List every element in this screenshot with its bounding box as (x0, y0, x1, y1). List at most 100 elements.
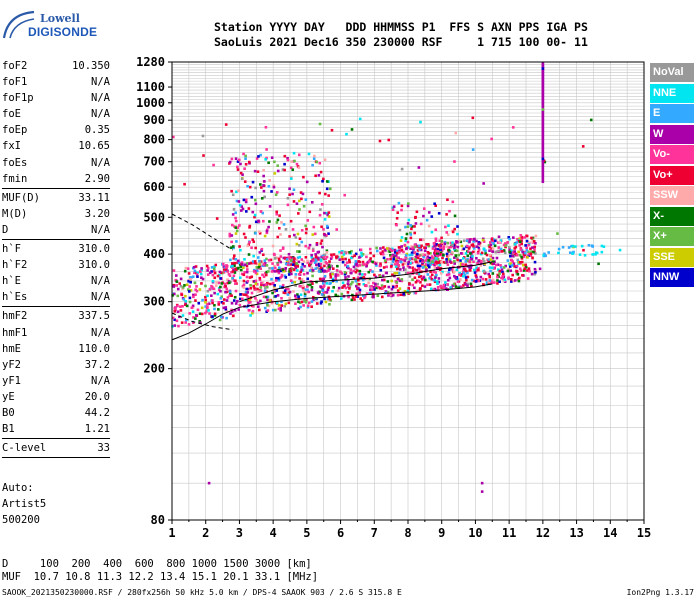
echo-point (213, 291, 216, 295)
echo-point (189, 289, 193, 292)
echo-point (418, 267, 421, 271)
echo-point (356, 295, 359, 298)
echo-point (334, 273, 338, 276)
echo-point (516, 278, 520, 281)
echo-point (507, 276, 510, 280)
echo-point (445, 260, 449, 264)
echo-point (363, 295, 367, 298)
echo-point (441, 285, 445, 289)
echo-point (262, 263, 266, 266)
echo-point (434, 239, 438, 243)
echo-point (274, 279, 278, 282)
echo-point (518, 276, 521, 280)
echo-point (318, 213, 322, 217)
echo-point (276, 294, 280, 297)
echo-point (534, 234, 538, 238)
echo-point (450, 268, 454, 271)
echo-point (232, 207, 236, 211)
echo-point (513, 243, 517, 246)
echo-point (513, 265, 516, 268)
echo-point (213, 265, 216, 268)
echo-point (238, 224, 241, 227)
echo-point (487, 280, 491, 284)
echo-point (456, 225, 459, 228)
echo-point (490, 137, 493, 141)
echo-point (298, 237, 302, 241)
echo-point (424, 259, 427, 262)
x-tick-label: 11 (502, 526, 516, 540)
param-value: N/A (91, 326, 110, 339)
echo-point (324, 300, 328, 304)
echo-point (503, 278, 507, 282)
echo-point (499, 263, 502, 267)
echo-point (306, 271, 309, 275)
echo-point (446, 233, 450, 237)
echo-point (442, 260, 445, 264)
echo-point (541, 62, 545, 65)
echo-point (466, 257, 469, 261)
echo-point (413, 243, 417, 247)
echo-point (283, 168, 286, 172)
echo-point (439, 248, 443, 251)
x-tick-label: 6 (337, 526, 344, 540)
echo-point (379, 247, 382, 250)
echo-point (317, 270, 321, 273)
echo-point (393, 250, 397, 254)
echo-point (331, 277, 335, 281)
echo-point (204, 295, 207, 299)
echo-point (319, 266, 323, 269)
echo-point (171, 324, 174, 328)
echo-point (259, 183, 262, 186)
echo-point (211, 273, 215, 277)
echo-point (436, 249, 440, 253)
echo-point (428, 256, 432, 260)
echo-point (322, 256, 325, 259)
echo-point (515, 241, 519, 244)
echo-point (172, 269, 176, 272)
echo-point (303, 298, 306, 302)
echo-point (195, 289, 199, 293)
echo-point (508, 248, 511, 251)
echo-point (191, 304, 195, 308)
echo-point (188, 296, 192, 300)
echo-point (206, 302, 209, 306)
echo-point (315, 160, 319, 164)
echo-point (358, 263, 362, 267)
echo-point (354, 284, 358, 288)
echo-point (454, 254, 458, 258)
echo-point (448, 260, 452, 264)
echo-point (197, 301, 201, 305)
echo-point (363, 273, 367, 276)
echo-point (352, 277, 356, 280)
echo-point (226, 281, 230, 285)
echo-point (210, 266, 214, 269)
echo-point (275, 256, 279, 260)
echo-point (231, 277, 235, 280)
echo-point (199, 321, 202, 325)
echo-point (422, 260, 426, 263)
param-value: 37.2 (84, 358, 110, 371)
echo-point (427, 265, 431, 269)
echo-point (291, 192, 294, 196)
echo-point (534, 271, 537, 274)
echo-point (434, 247, 438, 251)
echo-point (541, 153, 545, 157)
echo-point (259, 286, 263, 289)
echo-point (492, 242, 495, 245)
echo-point (487, 258, 491, 261)
echo-point (541, 91, 545, 95)
echo-point (527, 250, 530, 254)
echo-point (264, 295, 268, 299)
echo-point (227, 279, 231, 283)
param-name: fmin (2, 172, 28, 185)
echo-point (489, 258, 493, 261)
echo-point (397, 250, 401, 254)
echo-point (386, 290, 390, 294)
echo-point (238, 203, 242, 207)
echo-point (454, 241, 458, 245)
echo-point (230, 234, 234, 237)
extrapolation-trace (171, 213, 233, 251)
echo-point (289, 219, 293, 223)
echo-point (416, 279, 419, 283)
echo-point (265, 231, 269, 235)
